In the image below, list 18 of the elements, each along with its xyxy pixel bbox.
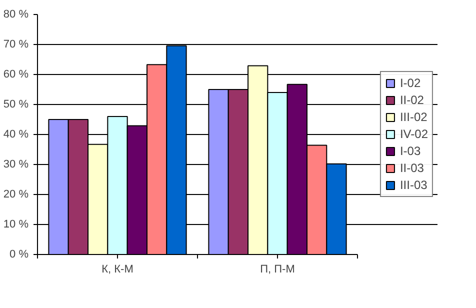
x-tick-label: К, К-М	[102, 264, 134, 276]
y-tick-label: 80 %	[3, 8, 29, 20]
y-tick-label: 50 %	[3, 98, 29, 110]
y-tick-label: 30 %	[3, 158, 29, 170]
legend-label: I-03	[400, 144, 421, 158]
legend-label: III-02	[400, 110, 428, 124]
y-tick-label: 0 %	[10, 248, 29, 260]
y-tick-label: 10 %	[3, 218, 29, 230]
y-tick-label: 70 %	[3, 38, 29, 50]
y-tick-label: 40 %	[3, 128, 29, 140]
legend-label: IV-02	[400, 127, 428, 141]
y-tick-label: 20 %	[3, 188, 29, 200]
legend-label: III-03	[400, 178, 428, 192]
legend-label: II-02	[400, 93, 424, 107]
legend-label: II-03	[400, 161, 424, 175]
y-tick-label: 60 %	[3, 68, 29, 80]
x-tick-label: П, П-М	[260, 264, 295, 276]
legend-label: I-02	[400, 76, 421, 90]
